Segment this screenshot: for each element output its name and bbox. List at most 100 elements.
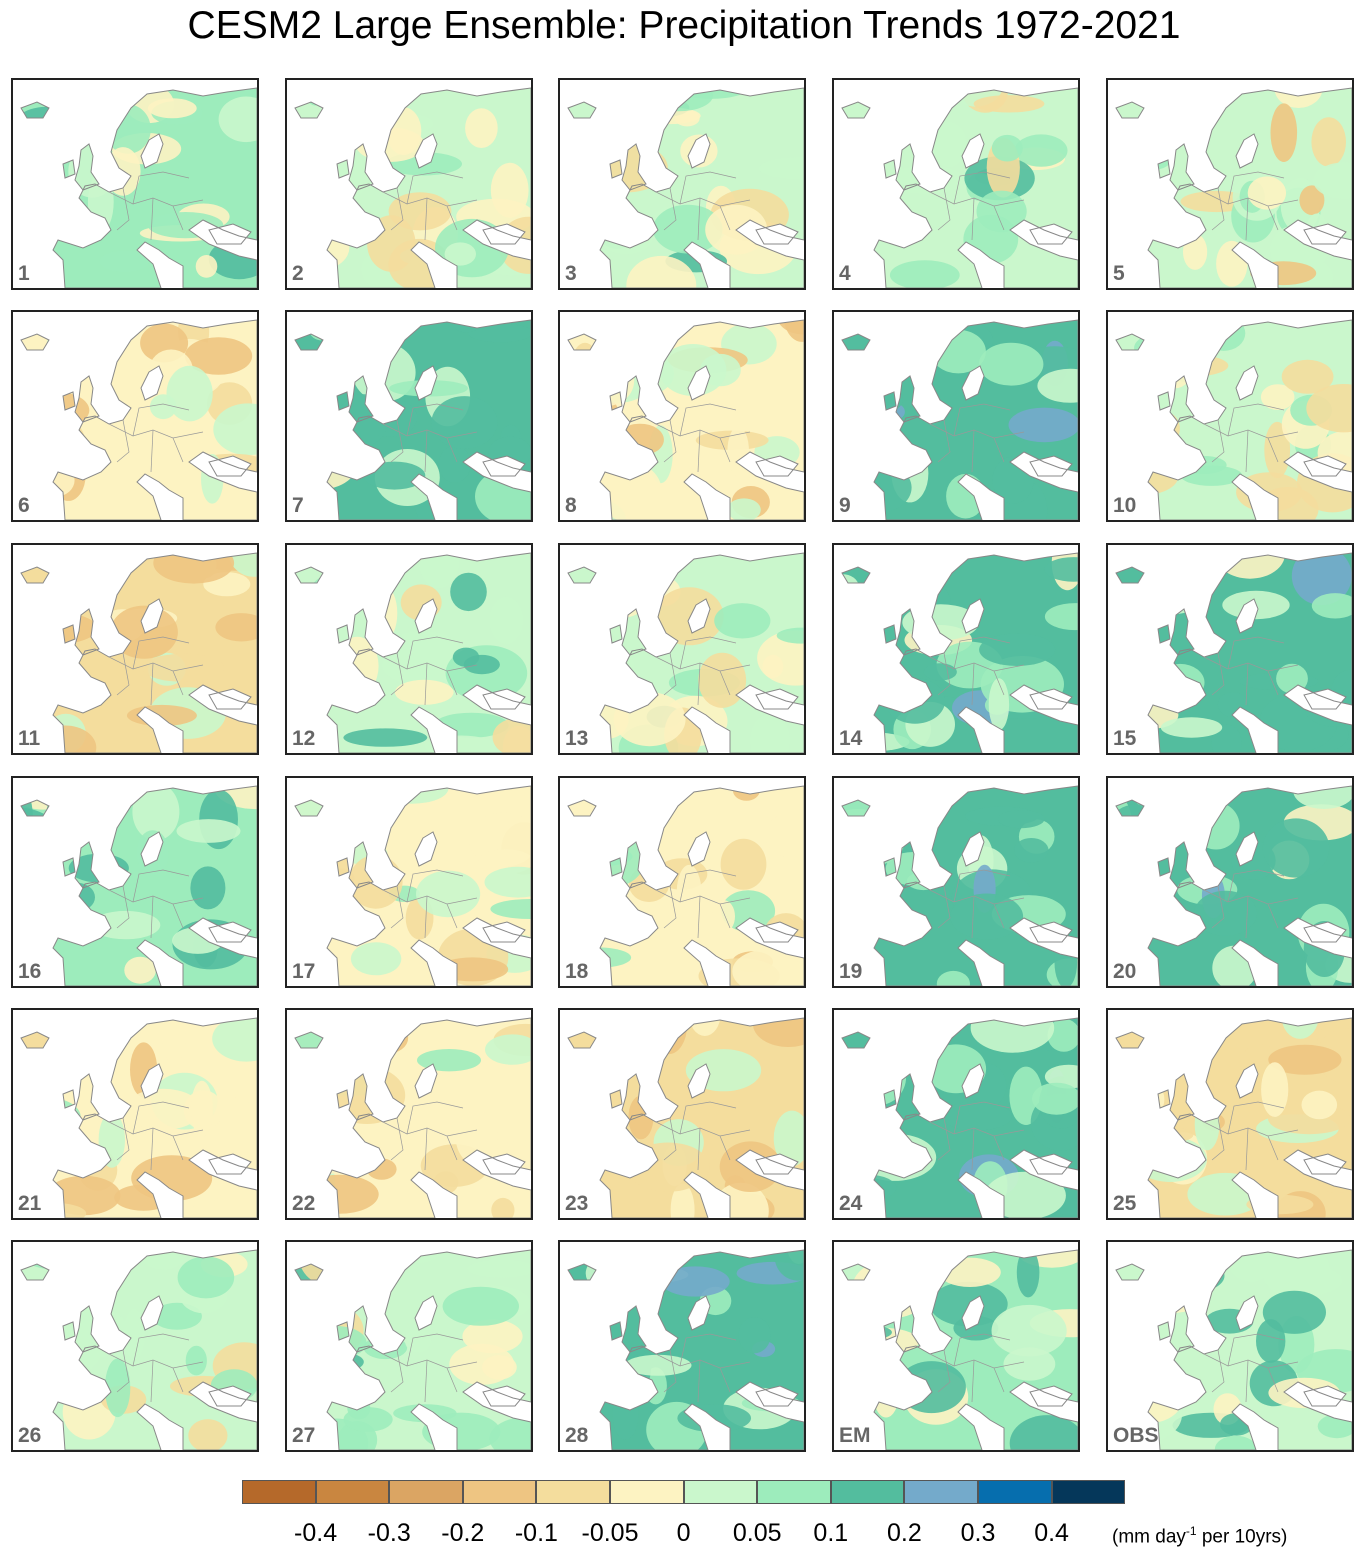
panel-label: 24 bbox=[839, 1192, 863, 1215]
colorbar-units: (mm day-1 per 10yrs) bbox=[1112, 1524, 1287, 1548]
europe-map bbox=[1115, 1249, 1352, 1450]
trend-field bbox=[295, 553, 531, 753]
colorbar-tick-label: 0 bbox=[676, 1519, 691, 1547]
panel-label: 26 bbox=[18, 1424, 42, 1447]
europe-map bbox=[20, 785, 257, 986]
map-panel: 23 bbox=[558, 1008, 806, 1220]
europe-map bbox=[841, 1017, 1078, 1218]
map-panel: 12 bbox=[285, 543, 533, 755]
europe-map bbox=[294, 319, 531, 520]
trend-field bbox=[21, 88, 257, 288]
panel-label: 17 bbox=[292, 960, 316, 983]
europe-map bbox=[841, 319, 1078, 520]
map-panel: 6 bbox=[11, 310, 259, 522]
map-panel: 10 bbox=[1106, 310, 1354, 522]
trend-field bbox=[1116, 786, 1352, 986]
colorbar-swatch bbox=[904, 1480, 978, 1504]
colorbar-units-sup: -1 bbox=[1185, 1524, 1197, 1538]
europe-map bbox=[1115, 1017, 1352, 1218]
trend-field bbox=[295, 1250, 531, 1450]
map-panel: 7 bbox=[285, 310, 533, 522]
trend-field bbox=[21, 786, 257, 986]
trend-field bbox=[842, 1250, 1078, 1450]
colorbar-tick-label: 0.1 bbox=[813, 1519, 849, 1547]
colorbar-swatch bbox=[610, 1480, 684, 1504]
panel-label: 6 bbox=[18, 494, 30, 517]
panel-label: 5 bbox=[1113, 262, 1125, 285]
trend-field bbox=[21, 1250, 257, 1450]
europe-map bbox=[567, 1017, 804, 1218]
panel-label: 23 bbox=[565, 1192, 589, 1215]
trend-field bbox=[568, 553, 804, 753]
panel-label: 19 bbox=[839, 960, 863, 983]
colorbar-tick-label: -0.3 bbox=[367, 1519, 411, 1547]
map-panel: OBS bbox=[1106, 1240, 1354, 1452]
map-panel: 25 bbox=[1106, 1008, 1354, 1220]
trend-field bbox=[295, 786, 531, 986]
map-panel: 28 bbox=[558, 1240, 806, 1452]
colorbar-swatch bbox=[315, 1480, 390, 1504]
map-panel: 5 bbox=[1106, 78, 1354, 290]
map-panel: 8 bbox=[558, 310, 806, 522]
map-panel: 1 bbox=[11, 78, 259, 290]
panel-label: 1 bbox=[18, 262, 30, 285]
colorbar-tick-label: 0.4 bbox=[1034, 1519, 1069, 1547]
trend-field bbox=[295, 88, 531, 288]
panel-label: 27 bbox=[292, 1424, 316, 1447]
europe-map bbox=[567, 552, 804, 753]
map-panel: 20 bbox=[1106, 776, 1354, 988]
colorbar-units-tail: per 10yrs) bbox=[1196, 1526, 1288, 1548]
map-panel: 24 bbox=[832, 1008, 1080, 1220]
panel-label: 21 bbox=[18, 1192, 42, 1215]
trend-field bbox=[1116, 88, 1352, 288]
europe-map bbox=[20, 1249, 257, 1450]
trend-field bbox=[1116, 1250, 1352, 1450]
europe-map bbox=[567, 1249, 804, 1450]
europe-map bbox=[294, 785, 531, 986]
trend-field bbox=[568, 1018, 804, 1218]
colorbar-swatch bbox=[978, 1480, 1052, 1504]
europe-map bbox=[294, 552, 531, 753]
map-panel: 11 bbox=[11, 543, 259, 755]
colorbar-swatch bbox=[683, 1480, 758, 1504]
europe-map bbox=[20, 87, 257, 288]
colorbar-swatch bbox=[389, 1480, 463, 1504]
europe-map bbox=[567, 87, 804, 288]
map-panel: 22 bbox=[285, 1008, 533, 1220]
colorbar-tick-label: 0.3 bbox=[960, 1519, 996, 1547]
europe-map bbox=[567, 785, 804, 986]
europe-map bbox=[841, 552, 1078, 753]
trend-field bbox=[21, 553, 257, 753]
panel-label: 25 bbox=[1113, 1192, 1137, 1215]
colorbar-tick-label: -0.4 bbox=[294, 1519, 338, 1547]
europe-map bbox=[1115, 87, 1352, 288]
europe-map bbox=[1115, 552, 1352, 753]
map-panel: 27 bbox=[285, 1240, 533, 1452]
europe-map bbox=[294, 87, 531, 288]
colorbar-tick-label: -0.05 bbox=[581, 1519, 639, 1547]
map-panel: 17 bbox=[285, 776, 533, 988]
panel-label: 14 bbox=[839, 727, 863, 750]
colorbar-swatch bbox=[830, 1480, 905, 1504]
panel-label: 16 bbox=[18, 960, 42, 983]
panel-label: 13 bbox=[565, 727, 589, 750]
trend-field bbox=[1116, 553, 1352, 753]
map-panel: 3 bbox=[558, 78, 806, 290]
europe-map bbox=[1115, 785, 1352, 986]
trend-field bbox=[842, 553, 1078, 753]
trend-field bbox=[1116, 320, 1352, 520]
trend-field bbox=[568, 320, 804, 520]
panel-label: 4 bbox=[839, 262, 851, 285]
map-panel: 9 bbox=[832, 310, 1080, 522]
panel-label: 11 bbox=[18, 727, 41, 750]
colorbar-tick-label: 0.2 bbox=[887, 1519, 922, 1547]
europe-map bbox=[841, 1249, 1078, 1450]
trend-field bbox=[568, 88, 804, 288]
map-panel: 26 bbox=[11, 1240, 259, 1452]
panel-label: 2 bbox=[292, 262, 304, 285]
europe-map bbox=[567, 319, 804, 520]
panel-label: 12 bbox=[292, 727, 316, 750]
panel-label: 7 bbox=[292, 494, 304, 517]
trend-field bbox=[842, 320, 1078, 520]
colorbar-tick-label: 0.05 bbox=[732, 1519, 782, 1547]
